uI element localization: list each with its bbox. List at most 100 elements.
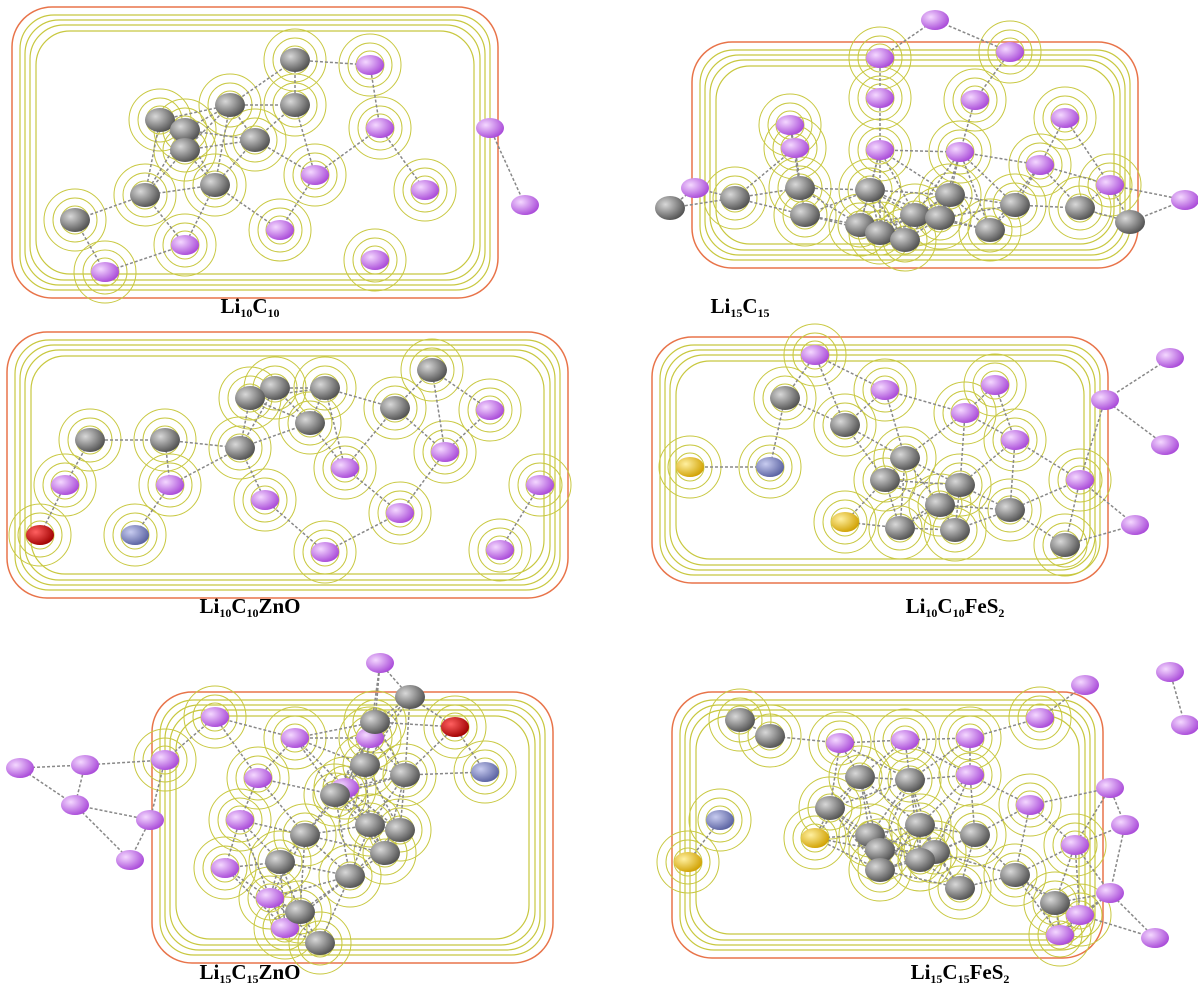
atom <box>386 503 414 523</box>
atom <box>975 218 1005 242</box>
atom <box>280 93 310 117</box>
atom <box>1141 928 1169 948</box>
atom <box>71 755 99 775</box>
atom <box>790 203 820 227</box>
atom <box>281 728 309 748</box>
atom <box>981 375 1009 395</box>
atom <box>1066 905 1094 925</box>
atom <box>431 442 459 462</box>
atom <box>280 48 310 72</box>
caption-subscript: 10 <box>953 606 965 620</box>
atom <box>320 783 350 807</box>
caption-subscript: 10 <box>268 306 280 320</box>
atom <box>1115 210 1145 234</box>
atom <box>355 813 385 837</box>
atom <box>1046 925 1074 945</box>
caption-text: FeS <box>970 960 1004 984</box>
atom <box>335 864 365 888</box>
atom <box>756 457 784 477</box>
caption-subscript: 15 <box>730 306 742 320</box>
caption-text: C <box>231 960 246 984</box>
atom <box>674 852 702 872</box>
atom <box>251 490 279 510</box>
atom <box>26 525 54 545</box>
atom <box>360 710 390 734</box>
atom <box>200 173 230 197</box>
atom <box>1066 470 1094 490</box>
bond <box>380 128 425 190</box>
atom <box>1096 175 1124 195</box>
atom <box>266 220 294 240</box>
atom <box>1026 155 1054 175</box>
atom <box>1026 708 1054 728</box>
atom <box>1000 193 1030 217</box>
atom <box>476 400 504 420</box>
caption-text: ZnO <box>258 594 300 618</box>
caption-text: Li <box>906 594 926 618</box>
atom <box>871 380 899 400</box>
atom <box>390 763 420 787</box>
atom <box>486 540 514 560</box>
atom <box>310 376 340 400</box>
atom <box>305 931 335 955</box>
caption-subscript: 2 <box>1003 972 1009 986</box>
contour-band <box>36 31 474 274</box>
atom <box>471 762 499 782</box>
atom <box>1050 533 1080 557</box>
atom <box>895 768 925 792</box>
atom <box>156 475 184 495</box>
atom <box>945 876 975 900</box>
caption-text: C <box>942 960 957 984</box>
contour-band <box>680 700 1095 950</box>
atom <box>91 262 119 282</box>
atom <box>511 195 539 215</box>
atom <box>1171 190 1198 210</box>
atom <box>265 850 295 874</box>
atom <box>61 795 89 815</box>
atom <box>1016 795 1044 815</box>
atom <box>845 765 875 789</box>
atom <box>75 428 105 452</box>
atom <box>366 653 394 673</box>
atom <box>770 386 800 410</box>
atom <box>1071 675 1099 695</box>
atom <box>905 848 935 872</box>
atom <box>1096 778 1124 798</box>
atom <box>256 888 284 908</box>
atom <box>925 206 955 230</box>
atom <box>866 140 894 160</box>
atom <box>776 115 804 135</box>
atom <box>51 475 79 495</box>
atom <box>725 708 755 732</box>
bond <box>1065 118 1110 185</box>
atom <box>1096 883 1124 903</box>
atom <box>1151 435 1179 455</box>
atom <box>311 542 339 562</box>
atom <box>356 55 384 75</box>
atom <box>395 685 425 709</box>
caption-text: ZnO <box>258 960 300 984</box>
atom <box>946 142 974 162</box>
atom <box>170 138 200 162</box>
atom <box>995 498 1025 522</box>
atom <box>755 724 785 748</box>
atom <box>681 178 709 198</box>
atom <box>830 413 860 437</box>
atom <box>171 235 199 255</box>
atom <box>956 765 984 785</box>
atom <box>331 458 359 478</box>
atom <box>815 796 845 820</box>
contour-panel <box>655 10 1198 271</box>
panels <box>6 7 1198 974</box>
atom <box>244 768 272 788</box>
caption-subscript: 10 <box>219 606 231 620</box>
bond <box>960 152 990 230</box>
contour-outline <box>7 332 568 598</box>
caption: Li10C10FeS2 <box>906 594 1005 620</box>
atom <box>951 403 979 423</box>
contour-panel <box>652 324 1184 583</box>
atom <box>1111 815 1139 835</box>
contour-panel <box>12 7 539 303</box>
atom <box>121 525 149 545</box>
atom <box>380 396 410 420</box>
